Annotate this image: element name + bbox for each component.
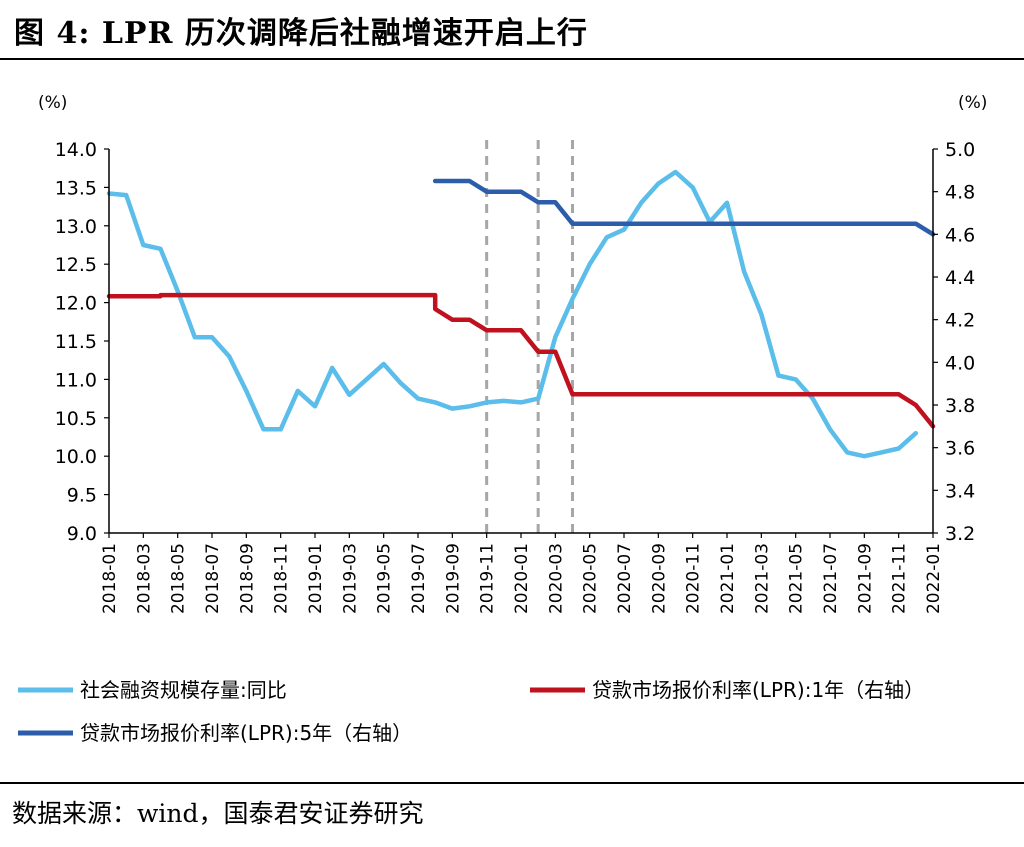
right-tick-label: 3.8 <box>945 395 975 417</box>
x-tick-label: 2019-11 <box>478 543 498 614</box>
right-tick-label: 4.2 <box>945 310 975 332</box>
right-tick-label: 3.2 <box>945 523 975 545</box>
x-tick-label: 2018-03 <box>134 543 154 614</box>
left-axis-unit: (%) <box>38 93 67 113</box>
chart-title: 图 4: LPR 历次调降后社融增速开启上行 <box>14 16 588 51</box>
source-note: 数据来源：wind，国泰君安证券研究 <box>12 799 424 828</box>
right-tick-label: 3.6 <box>945 438 975 460</box>
x-tick-label: 2018-01 <box>100 543 120 614</box>
right-tick-label: 4.4 <box>945 267 975 289</box>
left-tick-label: 11.5 <box>55 331 97 353</box>
left-tick-label: 10.5 <box>55 408 97 430</box>
x-tick-label: 2021-11 <box>890 543 910 614</box>
bottom-rule <box>0 782 1024 784</box>
x-tick-label: 2020-01 <box>512 543 532 614</box>
series-lines <box>106 169 936 459</box>
legend-item: 贷款市场报价利率(LPR):5年（右轴） <box>18 721 412 745</box>
x-tick-label: 2021-03 <box>752 543 772 614</box>
left-tick-label: 9.5 <box>67 485 97 507</box>
x-tick-label: 2021-05 <box>787 543 807 614</box>
left-tick-label: 12.0 <box>55 293 97 315</box>
right-tick-label: 3.4 <box>945 480 975 502</box>
x-tick-label: 2019-07 <box>409 543 429 614</box>
left-tick-label: 14.0 <box>55 139 97 161</box>
x-tick-label: 2018-07 <box>203 543 223 614</box>
right-tick-label: 5.0 <box>945 139 975 161</box>
x-tick-label: 2018-09 <box>237 543 257 614</box>
lpr-5y-line <box>432 178 936 237</box>
legend-item: 社会融资规模存量:同比 <box>18 678 287 702</box>
legend: 社会融资规模存量:同比 贷款市场报价利率(LPR):1年（右轴） 贷款市场报价利率(… <box>18 678 924 745</box>
axes: (%) (%) 14.0 13.5 13.0 12.5 12.0 11.5 11.0 10.5 10… <box>38 93 987 614</box>
left-tick-label: 9.0 <box>67 523 97 545</box>
social-financing-line <box>106 169 919 459</box>
left-tick-label: 11.0 <box>55 369 97 391</box>
x-tick-label: 2020-07 <box>615 543 635 614</box>
x-tick-label: 2020-03 <box>546 543 566 614</box>
x-tick-label: 2019-09 <box>443 543 463 614</box>
x-tick-label: 2020-11 <box>684 543 704 614</box>
x-tick-label: 2018-05 <box>169 543 189 614</box>
x-tick-label: 2020-09 <box>649 543 669 614</box>
right-tick-label: 4.0 <box>945 352 975 374</box>
x-tick-label: 2019-01 <box>306 543 326 614</box>
left-tick-label: 13.5 <box>55 177 97 199</box>
left-tick-label: 12.5 <box>55 254 97 276</box>
right-axis-unit: (%) <box>958 93 987 113</box>
legend-item: 贷款市场报价利率(LPR):1年（右轴） <box>530 678 924 702</box>
event-lines <box>485 140 574 533</box>
x-tick-label: 2021-01 <box>718 543 738 614</box>
legend-label: 贷款市场报价利率(LPR):1年（右轴） <box>592 678 924 702</box>
x-tick-label: 2020-05 <box>581 543 601 614</box>
x-tick-label: 2019-05 <box>375 543 395 614</box>
right-tick-label: 4.8 <box>945 182 975 204</box>
legend-label: 社会融资规模存量:同比 <box>80 678 287 702</box>
x-tick-label: 2021-07 <box>821 543 841 614</box>
x-tick-label: 2018-11 <box>272 543 292 614</box>
legend-label: 贷款市场报价利率(LPR):5年（右轴） <box>80 721 412 745</box>
x-tick-label: 2021-09 <box>855 543 875 614</box>
left-tick-label: 13.0 <box>55 216 97 238</box>
x-tick-label: 2022-01 <box>924 543 944 614</box>
top-rule <box>0 58 1024 60</box>
x-tick-label: 2019-03 <box>340 543 360 614</box>
lpr-1y-line <box>106 292 936 429</box>
right-tick-label: 4.6 <box>945 224 975 246</box>
left-tick-label: 10.0 <box>55 446 97 468</box>
